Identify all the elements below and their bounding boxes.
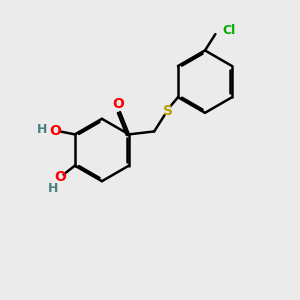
- Text: H: H: [37, 123, 47, 136]
- Text: O: O: [112, 97, 124, 111]
- Text: Cl: Cl: [223, 24, 236, 37]
- Text: O: O: [54, 170, 66, 184]
- Text: H: H: [47, 182, 58, 195]
- Text: O: O: [50, 124, 61, 138]
- Text: S: S: [163, 103, 172, 118]
